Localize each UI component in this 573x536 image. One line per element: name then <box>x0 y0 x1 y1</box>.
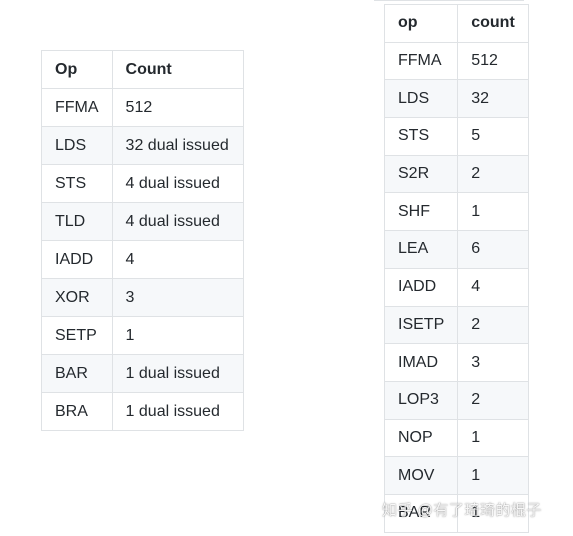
column-header-op: Op <box>41 50 113 89</box>
table-row: ISETP 2 <box>383 305 530 345</box>
count-cell: 4 <box>111 240 244 279</box>
table-row: LEA 6 <box>383 230 530 269</box>
table-row: IADD 4 <box>41 240 244 279</box>
count-cell: 2 <box>457 380 530 420</box>
count-cell: 1 <box>457 418 530 458</box>
op-cell: S2R <box>383 154 459 194</box>
count-cell: 4 dual issued <box>111 202 244 241</box>
table-row: STS 5 <box>383 117 530 156</box>
op-cell: ISETP <box>383 305 459 345</box>
column-header-op: op <box>383 4 459 43</box>
table-row: BAR 1 <box>383 493 530 533</box>
table-row: BAR 1 dual issued <box>41 354 244 393</box>
table-row: FFMA 512 <box>383 41 530 81</box>
table-row: IADD 4 <box>383 267 530 307</box>
op-cell: MOV <box>383 456 459 495</box>
op-cell: STS <box>383 117 459 156</box>
op-cell: SETP <box>41 316 113 355</box>
op-cell: IMAD <box>383 343 459 382</box>
watermark-text: 知乎 @有了琦琦的棍子 <box>382 502 542 519</box>
count-cell: 3 <box>457 343 530 382</box>
count-cell: 512 <box>457 41 530 81</box>
table-row: S2R 2 <box>383 154 530 194</box>
op-cell: XOR <box>41 278 113 317</box>
table-row: MOV 1 <box>383 456 530 495</box>
table-row: XOR 3 <box>41 278 244 317</box>
count-cell: 3 <box>111 278 244 317</box>
table-row: STS 4 dual issued <box>41 164 244 203</box>
op-cell: FFMA <box>383 41 459 81</box>
count-cell: 32 dual issued <box>111 126 244 165</box>
op-cell: SHF <box>383 192 459 232</box>
top-border-line <box>374 0 524 1</box>
table-row: LOP3 2 <box>383 380 530 420</box>
table-row: TLD 4 dual issued <box>41 202 244 241</box>
op-cell: NOP <box>383 418 459 458</box>
count-cell: 5 <box>457 117 530 156</box>
table-row: SHF 1 <box>383 192 530 232</box>
op-cell: BAR <box>383 493 459 533</box>
op-cell: LDS <box>41 126 113 165</box>
op-cell: LOP3 <box>383 380 459 420</box>
count-cell: 2 <box>457 154 530 194</box>
column-header-count: Count <box>111 50 244 89</box>
table-row: SETP 1 <box>41 316 244 355</box>
table-header-row: Op Count <box>41 50 244 89</box>
table-row: NOP 1 <box>383 418 530 458</box>
op-count-table-right: op count FFMA 512 LDS 32 STS 5 S2R 2 SHF 1 LE… <box>383 4 530 533</box>
count-cell: 1 <box>457 493 530 533</box>
table-row: LDS 32 <box>383 79 530 119</box>
op-cell: STS <box>41 164 113 203</box>
op-cell: BAR <box>41 354 113 393</box>
table-header-row: op count <box>383 4 530 43</box>
count-cell: 1 <box>457 456 530 495</box>
op-cell: LEA <box>383 230 459 269</box>
count-cell: 1 <box>457 192 530 232</box>
column-header-count: count <box>457 4 530 43</box>
op-count-table-left: Op Count FFMA 512 LDS 32 dual issued STS 4 … <box>41 50 244 431</box>
table-row: LDS 32 dual issued <box>41 126 244 165</box>
op-cell: LDS <box>383 79 459 119</box>
count-cell: 512 <box>111 88 244 127</box>
table-row: IMAD 3 <box>383 343 530 382</box>
count-cell: 1 dual issued <box>111 392 244 431</box>
count-cell: 1 <box>111 316 244 355</box>
table-row: FFMA 512 <box>41 88 244 127</box>
table-row: BRA 1 dual issued <box>41 392 244 431</box>
op-cell: FFMA <box>41 88 113 127</box>
count-cell: 4 <box>457 267 530 307</box>
count-cell: 2 <box>457 305 530 345</box>
op-cell: BRA <box>41 392 113 431</box>
op-cell: IADD <box>41 240 113 279</box>
count-cell: 32 <box>457 79 530 119</box>
count-cell: 6 <box>457 230 530 269</box>
op-cell: TLD <box>41 202 113 241</box>
op-cell: IADD <box>383 267 459 307</box>
count-cell: 1 dual issued <box>111 354 244 393</box>
count-cell: 4 dual issued <box>111 164 244 203</box>
